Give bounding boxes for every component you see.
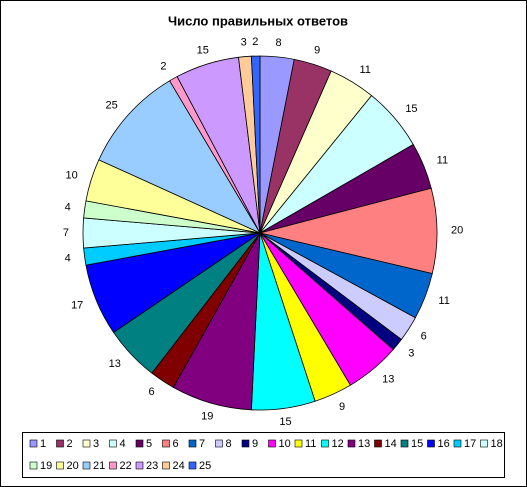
data-label: 7	[63, 227, 69, 239]
legend-label: 12	[332, 438, 344, 450]
data-label: 6	[148, 386, 154, 398]
legend-label: 25	[199, 460, 211, 472]
legend-swatch	[135, 439, 144, 448]
legend-swatch	[268, 439, 276, 448]
data-label: 4	[65, 201, 71, 213]
data-label: 13	[109, 358, 121, 370]
data-label: 20	[451, 225, 463, 237]
data-label: 3	[241, 37, 247, 49]
data-label: 9	[314, 45, 320, 57]
legend-swatch	[480, 439, 488, 448]
legend-swatch	[162, 439, 170, 448]
legend-swatch	[453, 439, 462, 448]
legend-label: 7	[199, 438, 205, 450]
legend-label: 2	[67, 438, 73, 450]
legend-label: 16	[438, 438, 450, 450]
data-label: 19	[201, 410, 213, 422]
legend-swatch	[427, 439, 435, 448]
data-label: 11	[359, 64, 370, 76]
legend-swatch	[82, 439, 91, 448]
legend-label: 17	[464, 438, 476, 450]
data-label: 6	[421, 330, 427, 342]
legend-label: 14	[385, 438, 397, 450]
legend-swatch	[29, 439, 38, 448]
legend-label: 6	[173, 438, 179, 450]
data-label: 15	[405, 103, 417, 115]
legend-label: 20	[67, 460, 79, 472]
data-label: 13	[382, 374, 394, 386]
legend-swatch	[188, 439, 197, 448]
legend-label: 13	[358, 438, 370, 450]
legend-label: 5	[146, 438, 152, 450]
legend-label: 22	[120, 460, 132, 472]
legend-label: 11	[305, 438, 316, 450]
data-label: 17	[71, 299, 83, 311]
data-label: 15	[279, 416, 291, 428]
legend-label: 10	[279, 438, 291, 450]
data-label: 3	[408, 347, 414, 359]
data-label: 4	[65, 252, 71, 264]
legend-swatch	[56, 439, 64, 448]
legend-swatch	[188, 461, 197, 470]
data-label: 15	[197, 45, 209, 57]
legend-swatch	[162, 461, 170, 470]
data-label: 11	[438, 295, 449, 307]
legend-label: 19	[40, 460, 52, 472]
data-label: 8	[276, 37, 282, 49]
legend-swatch	[294, 439, 303, 448]
data-label: 11	[437, 154, 448, 166]
pie-slice	[98, 80, 261, 234]
data-label: 2	[160, 60, 166, 72]
legend-label: 3	[93, 438, 99, 450]
legend-label: 4	[120, 438, 126, 450]
legend-label: 15	[411, 438, 423, 450]
legend-label: 18	[491, 438, 503, 450]
legend-label: 1	[40, 438, 46, 450]
legend-swatch	[374, 439, 382, 448]
legend-swatch	[135, 461, 144, 470]
legend-swatch	[109, 439, 117, 448]
legend-label: 8	[226, 438, 232, 450]
legend-swatch	[109, 461, 117, 470]
legend-swatch	[56, 461, 64, 470]
legend-box	[22, 432, 505, 478]
pie-slice	[250, 55, 261, 234]
legend-swatch	[400, 439, 409, 448]
legend-label: 23	[146, 460, 158, 472]
legend-swatch	[29, 461, 38, 470]
legend-swatch	[347, 439, 356, 448]
chart-title: Число правильных ответов	[168, 13, 348, 28]
legend-swatch	[321, 439, 329, 448]
legend-label: 21	[93, 460, 105, 472]
data-label: 10	[66, 170, 78, 182]
legend-swatch	[241, 439, 250, 448]
legend-swatch	[215, 439, 223, 448]
data-label: 9	[339, 401, 345, 413]
legend-label: 24	[173, 460, 185, 472]
legend-swatch	[82, 461, 91, 470]
data-label: 25	[105, 99, 117, 111]
legend-label: 9	[252, 438, 258, 450]
data-label: 2	[252, 36, 258, 48]
